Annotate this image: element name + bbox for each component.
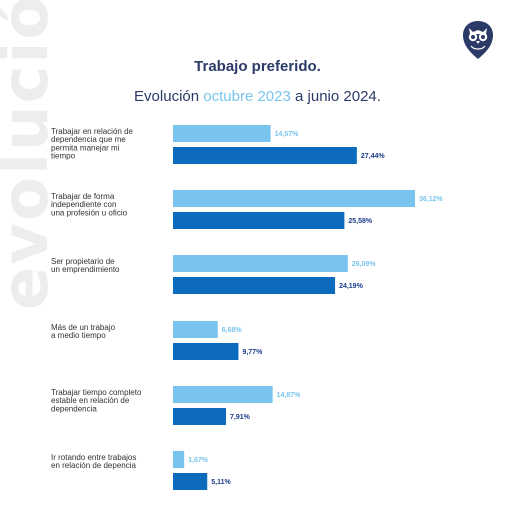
chart-subtitle: Evolución octubre 2023 a junio 2024. [0, 88, 515, 105]
bar-series-2 [173, 212, 345, 229]
data-label: 25,58% [348, 218, 373, 225]
category-label: Trabajar en relación de dependencia que m… [51, 127, 134, 161]
subtitle-period-a: octubre 2023 [203, 88, 291, 105]
bar-series-1 [173, 125, 271, 142]
category-label: Más de un trabajo a medio tiempo [51, 323, 116, 340]
data-label: 14,57% [275, 131, 300, 138]
data-label: 27,44% [361, 153, 386, 160]
category-label: Ser propietario de un emprendimiento [51, 257, 120, 274]
subtitle-period-b: junio 2024. [307, 88, 381, 105]
subtitle-prefix: Evolución [134, 88, 204, 105]
bar-series-1 [173, 255, 348, 272]
category-label: Trabajar tiempo completo estable en relac… [51, 388, 142, 413]
bar-series-1 [173, 190, 415, 207]
category-label: Ir rotando entre trabajos en relación de … [51, 453, 137, 470]
data-label: 5,11% [211, 479, 231, 486]
data-label: 1,67% [188, 457, 209, 464]
category-label: Trabajar de forma independiente con una pr… [51, 192, 128, 217]
bar-series-2 [173, 473, 208, 490]
data-label: 9,77% [242, 349, 263, 356]
owl-logo-icon [463, 21, 493, 59]
bar-series-2 [173, 408, 226, 425]
bar-series-1 [173, 321, 218, 338]
subtitle-joiner: a [290, 88, 308, 105]
bar-series-2 [173, 343, 239, 360]
data-label: 24,19% [339, 283, 364, 290]
data-label: 26,09% [352, 261, 377, 268]
bar-series-1 [173, 386, 273, 403]
data-label: 14,87% [277, 392, 302, 399]
data-label: 7,91% [230, 414, 251, 421]
bar-series-2 [173, 147, 357, 164]
data-label: 6,68% [222, 327, 243, 334]
bar-series-1 [173, 451, 185, 468]
bar-series-2 [173, 277, 336, 294]
chart-title: Trabajo preferido. [194, 58, 321, 75]
data-label: 36,12% [419, 196, 444, 203]
